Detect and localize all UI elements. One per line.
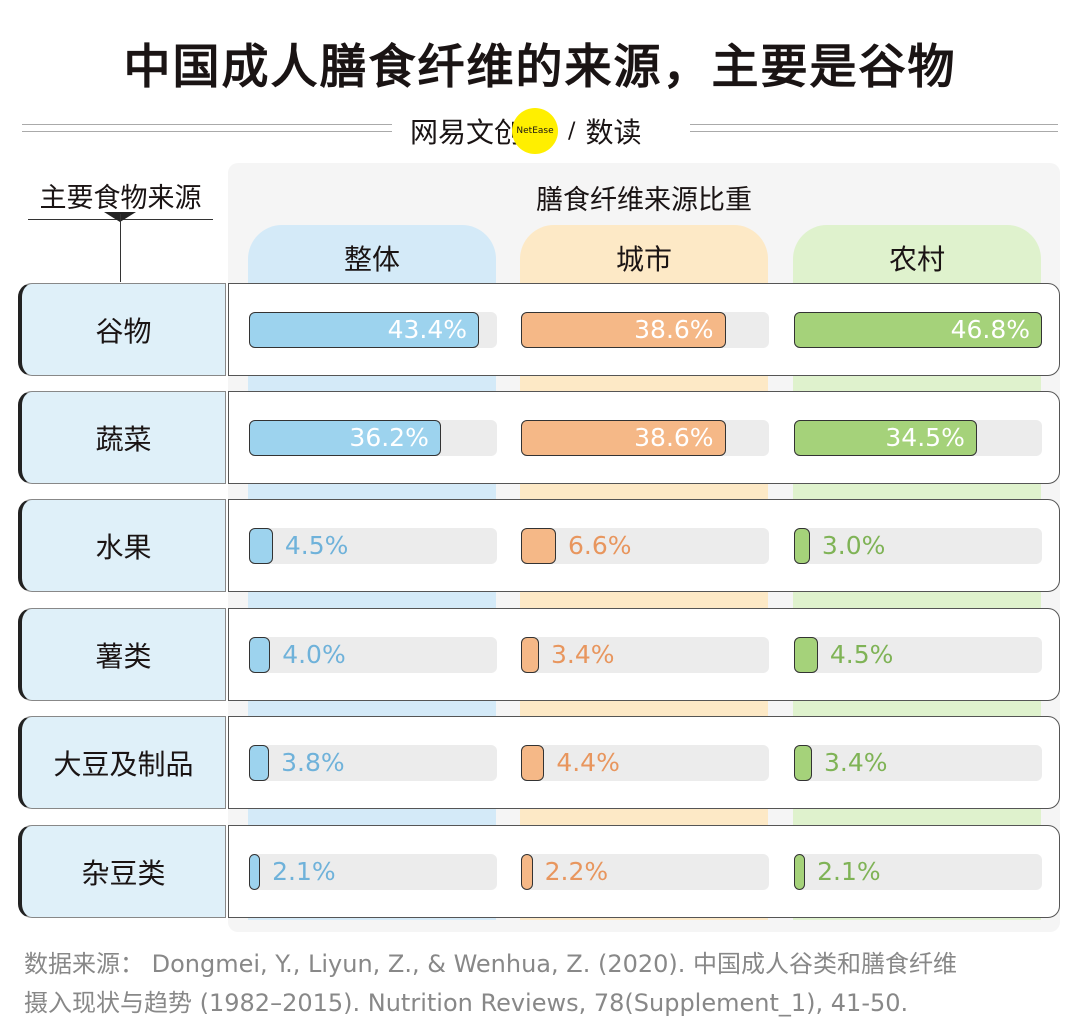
data-label: 3.4% <box>824 748 888 777</box>
footnote-line-1: 数据来源： Dongmei, Y., Liyun, Z., & Wenhua, … <box>24 950 958 978</box>
bar <box>249 745 270 781</box>
data-label: 34.5% <box>885 423 965 452</box>
bar <box>521 745 545 781</box>
data-label: 3.8% <box>281 748 345 777</box>
data-label: 6.6% <box>567 531 632 560</box>
footnote-line-2: 摄入现状与趋势 (1982–2015). Nutrition Reviews, … <box>24 989 909 1017</box>
bar <box>521 528 556 564</box>
bar <box>521 420 726 456</box>
bar-track: 3.0% <box>794 528 1042 564</box>
row-box: 4.5% 6.6% 3.0% <box>228 499 1060 592</box>
bar-track: 2.2% <box>521 854 769 890</box>
bar <box>249 854 261 890</box>
bar-track: 2.1% <box>249 854 497 890</box>
data-label: 36.2% <box>349 423 429 452</box>
column-header: 农村 <box>888 243 945 276</box>
bar <box>794 637 818 673</box>
data-label: 46.8% <box>950 315 1030 344</box>
brand-logo: 网易文创 NetEase / 数读 <box>410 108 641 154</box>
bar-track: 3.4% <box>794 745 1042 781</box>
row-box: 4.0% 3.4% 4.5% <box>228 608 1060 701</box>
row-label: 谷物 <box>18 283 226 376</box>
brand-column: 数读 <box>585 116 642 149</box>
row-label: 薯类 <box>18 608 226 701</box>
data-label: 2.1% <box>817 857 881 886</box>
row-box: 43.4% 38.6% 46.8% <box>228 283 1060 376</box>
page-title: 中国成人膳食纤维的来源，主要是谷物 <box>123 40 957 95</box>
data-label: 38.6% <box>634 423 714 452</box>
bar-track: 6.6% <box>521 528 769 564</box>
bar-track: 43.4% <box>249 312 497 348</box>
bar <box>794 420 977 456</box>
chart-title: 膳食纤维来源比重 <box>536 185 752 216</box>
bar-track: 4.5% <box>794 637 1042 673</box>
bar-track: 4.5% <box>249 528 497 564</box>
row-box: 36.2% 38.6% 34.5% <box>228 391 1060 484</box>
row-label: 水果 <box>18 499 226 592</box>
bar <box>249 420 441 456</box>
bar-track: 4.4% <box>521 745 769 781</box>
column-header: 城市 <box>615 243 672 276</box>
data-label: 3.4% <box>551 640 615 669</box>
bar <box>249 312 479 348</box>
data-label: 4.0% <box>282 640 346 669</box>
data-label: 2.1% <box>272 857 336 886</box>
divider <box>690 124 1058 132</box>
brand-badge: NetEase <box>512 108 559 154</box>
bar-track: 34.5% <box>794 420 1042 456</box>
brand-name: 网易文创 <box>410 116 523 149</box>
data-label: 2.2% <box>544 857 609 886</box>
bar <box>249 528 273 564</box>
bar <box>794 312 1042 348</box>
bar-track: 2.1% <box>794 854 1042 890</box>
data-label: 3.0% <box>821 531 886 560</box>
data-label: 38.6% <box>634 315 714 344</box>
data-label: 43.4% <box>387 315 467 344</box>
bar <box>794 745 813 781</box>
bar <box>794 854 806 890</box>
data-label: 4.5% <box>284 531 349 560</box>
bar <box>794 528 810 564</box>
row-box: 3.8% 4.4% 3.4% <box>228 716 1060 809</box>
row-label: 蔬菜 <box>18 391 226 484</box>
bar-track: 3.4% <box>521 637 769 673</box>
bar-track: 4.0% <box>249 637 497 673</box>
bar-track: 38.6% <box>521 420 769 456</box>
data-label: 4.4% <box>556 748 620 777</box>
row-label: 大豆及制品 <box>18 716 226 809</box>
connector-line <box>120 214 121 282</box>
divider <box>22 124 392 132</box>
bar <box>521 854 533 890</box>
bar <box>249 637 271 673</box>
row-label: 杂豆类 <box>18 825 226 918</box>
bar-track: 46.8% <box>794 312 1042 348</box>
bar-track: 38.6% <box>521 312 769 348</box>
data-label: 4.5% <box>829 640 894 669</box>
brand-sep: / <box>568 118 576 144</box>
bar <box>521 637 540 673</box>
bar-track: 3.8% <box>249 745 497 781</box>
bar <box>521 312 726 348</box>
row-box: 2.1% 2.2% 2.1% <box>228 825 1060 918</box>
column-header: 整体 <box>343 243 400 276</box>
bar-track: 36.2% <box>249 420 497 456</box>
